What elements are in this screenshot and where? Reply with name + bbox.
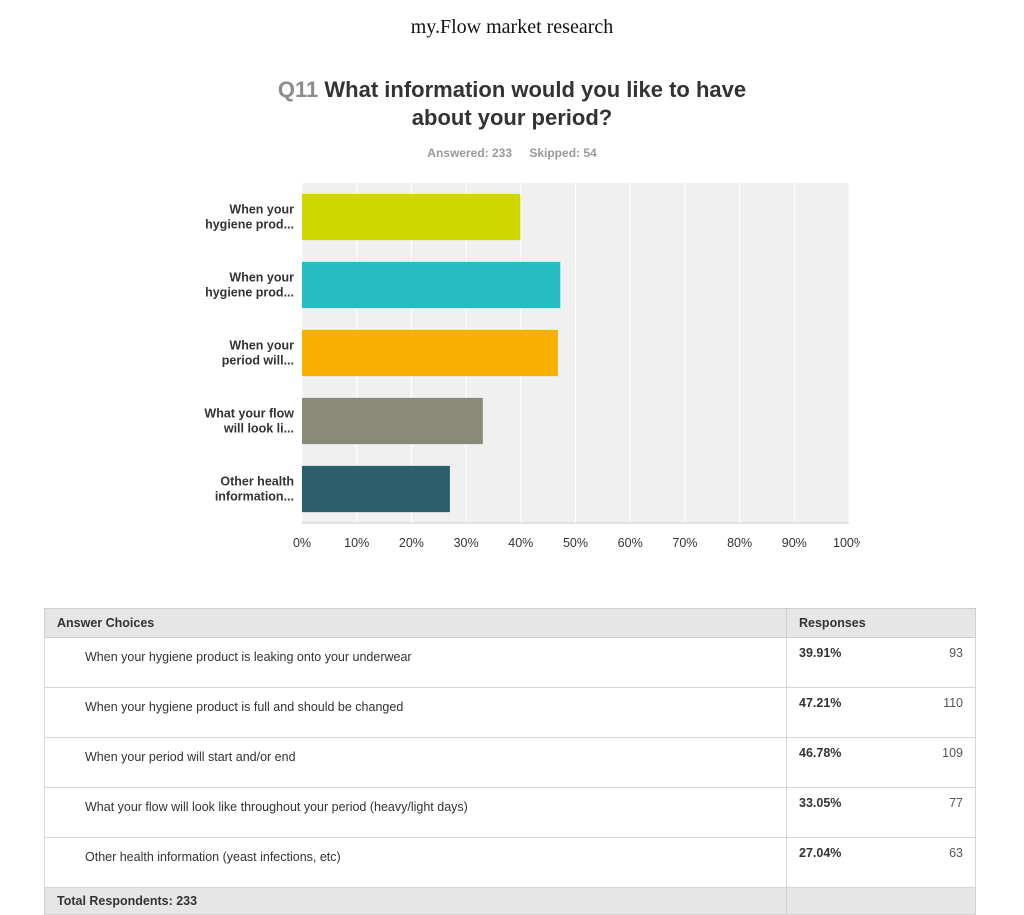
question-title: Q11 What information would you like to h…	[262, 76, 762, 132]
response-count-cell: 93	[900, 637, 976, 688]
x-tick-label: 20%	[399, 536, 424, 550]
x-tick-label: 50%	[563, 536, 588, 550]
x-tick-label: 30%	[454, 536, 479, 550]
answer-choices-header: Answer Choices	[44, 608, 787, 638]
bar	[302, 193, 521, 241]
answer-choice-cell: When your period will start and/or end	[44, 737, 787, 788]
table-row: Other health information (yeast infectio…	[44, 837, 976, 888]
response-percent-cell: 46.78%	[786, 737, 900, 788]
page-title: my.Flow market research	[410, 16, 614, 38]
question-number: Q11	[277, 77, 319, 102]
x-tick-label: 60%	[618, 536, 643, 550]
response-count-cell: 77	[900, 787, 976, 838]
bar-chart: 0% 10% 20% 30% 40% 50% 60% 70% 80% 90% 100% When yo…	[204, 183, 860, 550]
category-label: What your flow will look li...	[204, 407, 294, 436]
response-count-cell: 63	[900, 837, 976, 888]
category-label: When your period will...	[222, 339, 294, 368]
answer-choice-cell: When your hygiene product is leaking ont…	[44, 637, 787, 688]
response-percent-cell: 33.05%	[786, 787, 900, 838]
answered-count: Answered: 233	[427, 146, 512, 160]
question-text: What information would you like to have …	[324, 77, 747, 130]
x-tick-label: 0%	[293, 536, 311, 550]
answer-choice-cell: What your flow will look like throughout…	[44, 787, 787, 838]
response-count-cell: 110	[900, 687, 976, 738]
skipped-count: Skipped: 54	[529, 146, 597, 160]
table-header-row: Answer Choices Responses	[44, 608, 976, 638]
x-tick-label: 70%	[672, 536, 697, 550]
response-percent-cell: 39.91%	[786, 637, 900, 688]
answer-choice-cell: When your hygiene product is full and sh…	[44, 687, 787, 738]
x-tick-label: 100%	[833, 536, 860, 550]
bar	[302, 397, 483, 445]
table-row: When your hygiene product is full and sh…	[44, 687, 976, 738]
bar	[302, 465, 450, 513]
table-row: What your flow will look like throughout…	[44, 787, 976, 838]
x-tick-label: 90%	[782, 536, 807, 550]
bar	[302, 329, 558, 377]
category-label: When your hygiene prod...	[205, 271, 294, 300]
response-percent-cell: 27.04%	[786, 837, 900, 888]
results-table: Answer Choices Responses When your hygie…	[44, 608, 976, 915]
total-row: Total Respondents: 233	[44, 887, 976, 915]
x-tick-label: 80%	[727, 536, 752, 550]
response-summary: Answered: 233 Skipped: 54	[0, 146, 1024, 160]
responses-header: Responses	[786, 608, 976, 638]
response-count-cell: 109	[900, 737, 976, 788]
category-label: Other health information...	[215, 475, 294, 504]
table-row: When your period will start and/or end 46…	[44, 737, 976, 788]
x-tick-label: 40%	[508, 536, 533, 550]
x-tick-label: 10%	[344, 536, 369, 550]
answer-choice-cell: Other health information (yeast infectio…	[44, 837, 787, 888]
total-respondents: Total Respondents: 233	[44, 887, 787, 915]
table-row: When your hygiene product is leaking ont…	[44, 637, 976, 688]
category-label: When your hygiene prod...	[205, 203, 294, 232]
bar	[302, 261, 561, 309]
total-empty-cell	[786, 887, 976, 915]
response-percent-cell: 47.21%	[786, 687, 900, 738]
